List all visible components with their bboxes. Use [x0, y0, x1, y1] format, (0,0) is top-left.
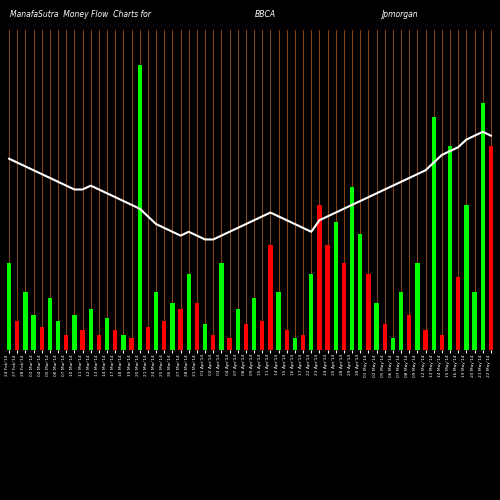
Bar: [472, 292, 477, 350]
Bar: [358, 234, 362, 350]
Bar: [292, 338, 297, 350]
Bar: [219, 262, 224, 350]
Bar: [72, 315, 76, 350]
Bar: [374, 304, 379, 350]
Bar: [121, 336, 126, 350]
Bar: [138, 65, 142, 350]
Bar: [7, 262, 12, 350]
Bar: [56, 321, 60, 350]
Bar: [309, 274, 314, 350]
Bar: [382, 324, 387, 350]
Bar: [105, 318, 110, 350]
Bar: [15, 321, 20, 350]
Bar: [40, 326, 44, 350]
Bar: [407, 315, 412, 350]
Bar: [32, 315, 36, 350]
Bar: [399, 292, 404, 350]
Bar: [284, 330, 289, 350]
Bar: [244, 324, 248, 350]
Bar: [301, 336, 306, 350]
Bar: [48, 298, 52, 350]
Bar: [80, 330, 85, 350]
Bar: [342, 262, 346, 350]
Bar: [415, 262, 420, 350]
Bar: [334, 222, 338, 350]
Bar: [178, 310, 183, 350]
Bar: [448, 146, 452, 350]
Bar: [113, 330, 117, 350]
Bar: [154, 292, 158, 350]
Bar: [390, 338, 395, 350]
Bar: [88, 310, 93, 350]
Bar: [96, 336, 101, 350]
Text: ManafaSutra  Money Flow  Charts for: ManafaSutra Money Flow Charts for: [10, 10, 151, 19]
Bar: [480, 102, 485, 350]
Text: BBCA: BBCA: [254, 10, 276, 19]
Bar: [64, 336, 68, 350]
Bar: [236, 310, 240, 350]
Bar: [211, 336, 216, 350]
Bar: [317, 204, 322, 350]
Bar: [350, 187, 354, 350]
Bar: [228, 338, 232, 350]
Bar: [440, 336, 444, 350]
Bar: [268, 246, 272, 350]
Bar: [23, 292, 28, 350]
Bar: [326, 246, 330, 350]
Bar: [186, 274, 191, 350]
Bar: [424, 330, 428, 350]
Bar: [464, 204, 468, 350]
Bar: [170, 304, 174, 350]
Bar: [194, 304, 199, 350]
Bar: [130, 338, 134, 350]
Text: Jpmorgan: Jpmorgan: [382, 10, 418, 19]
Bar: [146, 326, 150, 350]
Bar: [162, 321, 166, 350]
Bar: [366, 274, 370, 350]
Bar: [488, 146, 493, 350]
Bar: [432, 118, 436, 350]
Bar: [276, 292, 281, 350]
Bar: [203, 324, 207, 350]
Bar: [260, 321, 264, 350]
Bar: [252, 298, 256, 350]
Bar: [456, 278, 460, 350]
